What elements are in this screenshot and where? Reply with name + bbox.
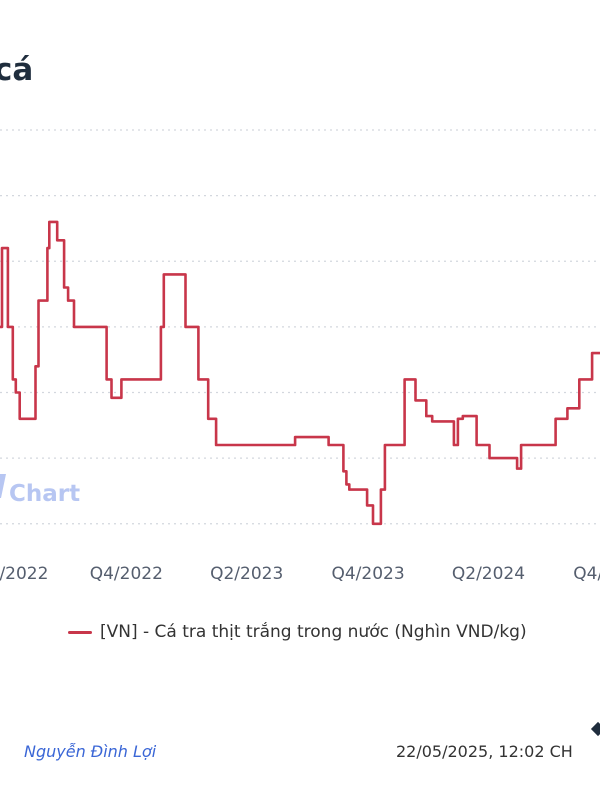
x-tick-label-5: Q4/2024 xyxy=(573,564,600,584)
series-group xyxy=(0,220,600,526)
x-tick-label-0: Q2/2022 xyxy=(0,564,48,584)
x-axis-ticks: Q2/2022 Q4/2022 Q2/2023 Q4/2023 Q2/2024 Q4/20… xyxy=(0,564,600,584)
watermark-text: Chart xyxy=(9,481,80,507)
x-tick-label-4: Q2/2024 xyxy=(452,564,525,584)
timestamp: 22/05/2025, 12:02 CH xyxy=(396,742,573,761)
series-line-0[interactable] xyxy=(0,220,600,526)
legend-swatch xyxy=(68,630,92,634)
x-tick-label-1: Q4/2022 xyxy=(90,564,163,584)
watermark-icon xyxy=(0,474,6,498)
legend[interactable]: [VN] - Cá tra thịt trắng trong nước (Ngh… xyxy=(68,622,527,642)
x-tick-label-3: Q4/2023 xyxy=(331,564,404,584)
chart-watermark: Chart xyxy=(0,474,80,507)
x-tick-label-2: Q2/2023 xyxy=(210,564,283,584)
legend-label: [VN] - Cá tra thịt trắng trong nước (Ngh… xyxy=(100,622,527,642)
chart-title: cá xyxy=(0,52,34,88)
author-link[interactable]: Nguyễn Đình Lợi xyxy=(24,742,157,761)
